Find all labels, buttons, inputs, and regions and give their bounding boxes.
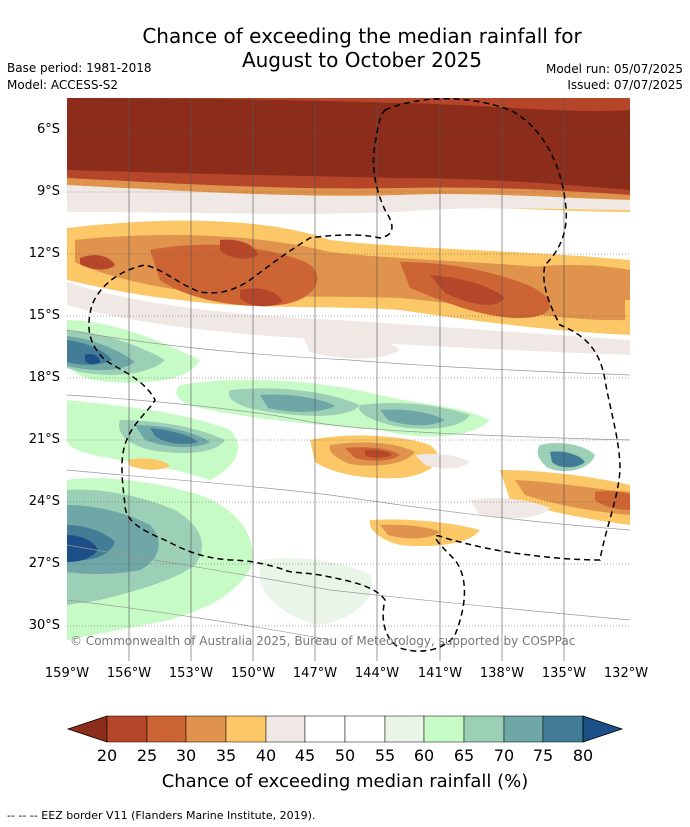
colorbar-tick: 55 [374,746,396,765]
colorbar-tick: 65 [453,746,475,765]
colorbar-tick: 60 [413,746,435,765]
lon-label: 156°W [106,666,152,681]
lat-label: 21°S [28,432,60,447]
lon-label: 159°W [44,666,90,681]
lat-label: 6°S [36,122,60,137]
colorbar-bin [463,715,505,743]
colorbar-tick: 80 [572,746,594,765]
colorbar-bin [384,715,425,743]
colorbar-tick: 40 [255,746,277,765]
colorbar-tick: 35 [215,746,237,765]
colorbar-upper-extend [582,715,624,743]
lat-label: 12°S [28,246,60,261]
rainfall-field [67,98,630,661]
colorbar-label: Chance of exceeding median rainfall (%) [161,771,529,792]
colorbar-bin [344,715,386,743]
grid-lines [67,129,630,627]
lon-label: 147°W [292,666,338,681]
map-title-line1: Chance of exceeding the median rainfall … [142,24,582,48]
copyright-notice: © Commonwealth of Australia 2025, Bureau… [70,634,576,648]
colorbar-tick: 45 [294,746,316,765]
lat-label: 15°S [28,308,60,323]
colorbar-tick: 20 [96,746,118,765]
meridian-lines [128,98,565,661]
issued-date: Issued: 07/07/2025 [567,78,683,92]
colorbar-bin [106,715,148,743]
map-title-line2: August to October 2025 [241,48,483,72]
model-run-date: Model run: 05/07/2025 [545,62,683,76]
colorbar [66,715,624,743]
lon-label: 153°W [168,666,214,681]
colorbar-tick: 25 [136,746,158,765]
colorbar-tick: 30 [175,746,197,765]
lon-label: 135°W [541,666,587,681]
colorbar-bin [503,715,544,743]
lon-label: 141°W [417,666,463,681]
lat-label: 24°S [28,494,60,509]
colorbar-lower-extend [66,715,108,743]
model-name: Model: ACCESS-S2 [7,78,119,92]
lon-label: 144°W [354,666,400,681]
lat-label: 18°S [28,370,60,385]
lat-label: 30°S [28,618,60,633]
colorbar-tick: 75 [532,746,554,765]
base-period: Base period: 1981-2018 [7,61,152,75]
colorbar-bin [146,715,187,743]
lon-label: 150°W [230,666,276,681]
colorbar-bin [185,715,227,743]
colorbar-tick: 50 [334,746,356,765]
colorbar-bin [542,715,584,743]
colorbar-bin [304,715,346,743]
colorbar-bin [423,715,465,743]
lon-label: 138°W [479,666,525,681]
lon-label: 132°W [603,666,649,681]
lat-label: 27°S [28,556,60,571]
colorbar-bin [265,715,306,743]
colorbar-tick: 70 [493,746,515,765]
colorbar-bin [225,715,267,743]
eez-border [88,98,621,652]
eez-border-legend: -- -- -- EEZ border V11 (Flanders Marine… [7,809,316,822]
lat-label: 9°S [36,184,60,199]
